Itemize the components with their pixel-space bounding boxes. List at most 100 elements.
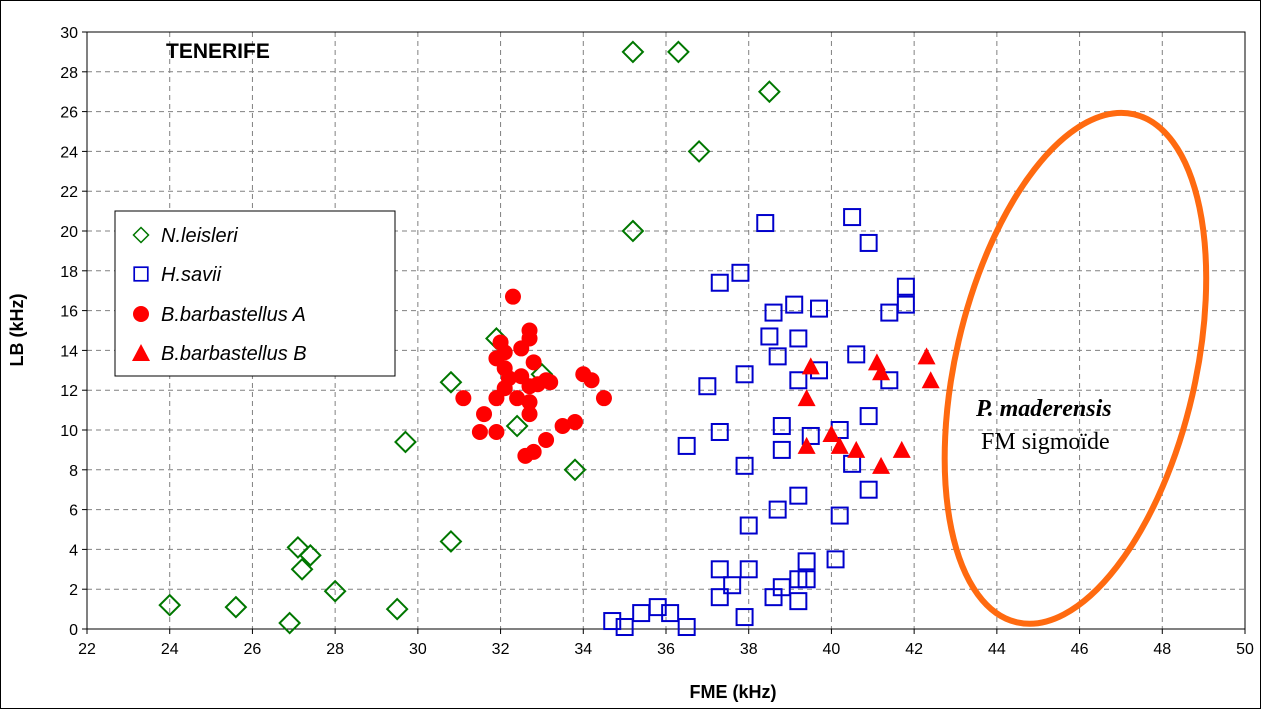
- point-h-savii: [615, 618, 634, 637]
- point-h-savii: [859, 407, 878, 426]
- point-b-barbastellus-a: [476, 406, 493, 423]
- point-n-leisleri: [298, 543, 322, 567]
- point-n-leisleri: [286, 535, 310, 559]
- x-tick-label: 48: [1153, 641, 1171, 658]
- legend-marker-square-icon-shape: [133, 266, 149, 282]
- point-h-savii: [772, 417, 791, 436]
- x-tick-label: 30: [409, 641, 427, 658]
- y-tick-label: 28: [60, 65, 78, 82]
- legend-marker-circle-icon: [133, 306, 149, 322]
- x-tick-label: 32: [492, 641, 510, 658]
- y-tick-label: 30: [60, 25, 78, 42]
- point-n-leisleri: [439, 530, 463, 553]
- point-b-barbastellus-b: [921, 371, 940, 389]
- point-h-savii: [677, 618, 696, 637]
- data-points: [158, 40, 940, 637]
- point-b-barbastellus-a: [525, 443, 542, 460]
- point-n-leisleri: [621, 219, 645, 243]
- point-h-savii: [735, 456, 754, 475]
- point-n-leisleri: [290, 557, 314, 581]
- point-h-savii: [710, 273, 729, 292]
- point-h-savii: [739, 516, 758, 535]
- legend-label-b-barbastellus-b: B.barbastellus B: [161, 343, 307, 365]
- point-h-savii: [603, 612, 622, 631]
- point-b-barbastellus-a: [595, 390, 612, 407]
- point-h-savii: [677, 436, 696, 455]
- point-b-barbastellus-a: [583, 372, 600, 389]
- point-n-leisleri: [278, 611, 302, 635]
- point-b-barbastellus-b: [872, 456, 891, 474]
- point-b-barbastellus-a: [509, 390, 526, 407]
- point-h-savii: [847, 345, 866, 364]
- x-axis-title: FME (kHz): [690, 682, 777, 702]
- annotation-ellipse: [941, 109, 1210, 627]
- point-b-barbastellus-a: [496, 344, 513, 361]
- x-tick-label: 46: [1071, 641, 1089, 658]
- point-h-savii: [710, 422, 729, 441]
- legend-marker-triangle-icon: [132, 344, 150, 361]
- x-tick-label: 36: [657, 641, 675, 658]
- point-h-savii: [735, 365, 754, 384]
- x-tick-label: 50: [1236, 641, 1254, 658]
- point-h-savii: [880, 303, 899, 322]
- point-h-savii: [830, 506, 849, 525]
- y-axis-title: LB (kHz): [7, 294, 27, 367]
- y-tick-label: 0: [69, 622, 78, 639]
- point-h-savii: [735, 608, 754, 627]
- y-tick-label: 26: [60, 105, 78, 122]
- point-b-barbastellus-a: [538, 431, 555, 448]
- point-n-leisleri: [621, 40, 645, 64]
- point-h-savii: [797, 552, 816, 571]
- point-h-savii: [760, 327, 779, 346]
- point-h-savii: [756, 214, 775, 233]
- x-tick-label: 40: [823, 641, 841, 658]
- point-h-savii: [768, 500, 787, 519]
- legend-marker-triangle-icon-shape: [132, 344, 150, 361]
- point-n-leisleri: [666, 40, 690, 64]
- y-tick-label: 16: [60, 304, 78, 321]
- point-h-savii: [723, 576, 742, 595]
- point-h-savii: [789, 592, 808, 611]
- legend: N.leisleri H.savii B.barbastellus A B.ba…: [114, 210, 396, 377]
- point-h-savii: [785, 295, 804, 314]
- x-tick-label: 44: [988, 641, 1006, 658]
- point-h-savii: [632, 604, 651, 623]
- point-h-savii: [789, 371, 808, 390]
- grid: [87, 32, 1245, 629]
- point-b-barbastellus-b: [872, 363, 891, 381]
- point-b-barbastellus-b: [847, 440, 866, 458]
- legend-marker-circle-icon-shape: [133, 306, 149, 322]
- y-tick-label: 20: [60, 224, 78, 241]
- x-tick-label: 24: [161, 641, 179, 658]
- point-b-barbastellus-b: [797, 436, 816, 454]
- point-n-leisleri: [224, 595, 248, 619]
- point-b-barbastellus-b: [797, 389, 816, 407]
- legend-marker-diamond-icon-shape: [132, 226, 150, 244]
- y-tick-label: 4: [69, 542, 78, 559]
- point-h-savii: [789, 329, 808, 348]
- x-tick-label: 22: [78, 641, 96, 658]
- point-h-savii: [661, 604, 680, 623]
- x-tick-label: 26: [244, 641, 262, 658]
- legend-label-h-savii: H.savii: [161, 264, 222, 286]
- point-b-barbastellus-a: [542, 374, 559, 391]
- point-b-barbastellus-a: [488, 423, 505, 440]
- x-tick-label: 34: [574, 641, 592, 658]
- point-b-barbastellus-a: [525, 354, 542, 371]
- point-h-savii: [859, 480, 878, 499]
- point-b-barbastellus-a: [521, 406, 538, 423]
- point-h-savii: [648, 598, 667, 617]
- chart-title: TENERIFE: [166, 40, 270, 63]
- point-h-savii: [896, 295, 915, 314]
- legend-marker-diamond-icon: [132, 226, 150, 244]
- point-b-barbastellus-a: [455, 390, 472, 407]
- point-b-barbastellus-a: [521, 330, 538, 347]
- point-h-savii: [731, 263, 750, 282]
- point-b-barbastellus-a: [521, 394, 538, 411]
- point-n-leisleri: [505, 414, 529, 438]
- point-b-barbastellus-b: [892, 440, 911, 458]
- legend-marker-square-icon: [133, 266, 149, 282]
- point-h-savii: [826, 550, 845, 569]
- point-h-savii: [859, 233, 878, 252]
